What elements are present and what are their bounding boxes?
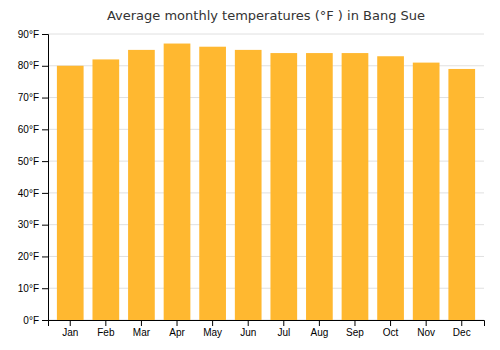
y-tick-mark xyxy=(42,129,48,130)
y-axis: 0°F 10°F 20°F 30°F 40°F 50°F 60°F 70°F 80°F 90°F xyxy=(18,29,49,326)
y-tick: 20°F xyxy=(18,251,48,262)
bar xyxy=(306,53,333,320)
x-tick-label: Jan xyxy=(62,327,78,338)
y-tick-label: 70°F xyxy=(18,92,39,103)
y-tick: 60°F xyxy=(18,124,48,135)
y-tick: 90°F xyxy=(18,29,48,40)
x-tick: Sep xyxy=(346,320,364,338)
y-tick-label: 40°F xyxy=(18,188,39,199)
x-tick-mark xyxy=(426,320,427,326)
y-tick-mark xyxy=(42,66,48,67)
x-tick: Mar xyxy=(133,320,151,338)
x-tick-label: Jul xyxy=(277,327,290,338)
x-tick: Jun xyxy=(240,320,256,338)
x-tick-label: Sep xyxy=(346,327,364,338)
bars xyxy=(57,44,475,320)
x-tick-mark xyxy=(461,320,462,326)
x-tick-label: Nov xyxy=(417,327,435,338)
y-tick-label: 10°F xyxy=(18,283,39,294)
x-tick-mark xyxy=(248,320,249,326)
x-tick: May xyxy=(203,320,222,338)
y-tick-label: 50°F xyxy=(18,156,39,167)
bar xyxy=(270,53,297,320)
x-tick: Oct xyxy=(383,320,399,338)
y-tick-mark xyxy=(42,161,48,162)
x-tick: Feb xyxy=(97,320,115,338)
x-tick: Apr xyxy=(169,320,185,338)
x-tick-mark xyxy=(177,320,178,326)
y-tick-mark xyxy=(42,256,48,257)
x-tick-mark xyxy=(319,320,320,326)
x-tick: Jan xyxy=(62,320,78,338)
x-tick-label: May xyxy=(203,327,222,338)
plot-area: 0°F 10°F 20°F 30°F 40°F 50°F 60°F 70°F 80°F 90°F J… xyxy=(18,29,485,338)
grid-line xyxy=(48,34,484,35)
y-tick-label: 0°F xyxy=(23,315,39,326)
y-axis-line xyxy=(42,35,49,321)
y-tick: 80°F xyxy=(18,60,48,71)
bar xyxy=(128,50,155,320)
chart-container: 0°F 10°F 20°F 30°F 40°F 50°F 60°F 70°F 80°F 90°F J… xyxy=(0,0,500,350)
bar xyxy=(57,66,84,320)
chart-title: Average monthly temperatures (°F ) in Ba… xyxy=(107,8,425,23)
x-tick-mark xyxy=(70,320,71,326)
y-tick: 40°F xyxy=(18,188,48,199)
y-tick-label: 90°F xyxy=(18,29,39,40)
x-tick-mark xyxy=(212,320,213,326)
grid xyxy=(48,34,484,320)
x-tick-mark xyxy=(354,320,355,326)
x-tick-label: Jun xyxy=(240,327,256,338)
x-tick-label: Mar xyxy=(133,327,151,338)
x-axis: Jan Feb Mar Apr May Jun Jul Aug Sep Oct Nov Dec xyxy=(49,320,485,338)
y-tick-label: 30°F xyxy=(18,219,39,230)
x-tick-label: Apr xyxy=(169,327,185,338)
y-tick-label: 20°F xyxy=(18,251,39,262)
bar xyxy=(377,56,404,320)
bar xyxy=(413,63,440,320)
x-tick-label: Oct xyxy=(383,327,399,338)
bar xyxy=(448,69,475,320)
y-tick-mark xyxy=(42,193,48,194)
y-tick-mark xyxy=(42,98,48,99)
x-tick: Dec xyxy=(453,320,471,338)
x-tick: Aug xyxy=(310,320,328,338)
y-tick: 50°F xyxy=(18,156,48,167)
y-tick-label: 80°F xyxy=(18,60,39,71)
bar xyxy=(164,44,191,320)
bar xyxy=(199,47,226,320)
x-tick-mark xyxy=(141,320,142,326)
y-tick-mark xyxy=(42,288,48,289)
x-tick: Jul xyxy=(277,320,290,338)
bar xyxy=(92,59,119,320)
x-tick-mark xyxy=(283,320,284,326)
y-tick: 70°F xyxy=(18,92,48,103)
x-tick-mark xyxy=(105,320,106,326)
x-tick-mark xyxy=(390,320,391,326)
x-tick-label: Dec xyxy=(453,327,471,338)
bar xyxy=(342,53,369,320)
y-tick: 0°F xyxy=(23,315,48,326)
bar xyxy=(235,50,262,320)
y-tick-mark xyxy=(42,225,48,226)
y-tick: 30°F xyxy=(18,219,48,230)
y-tick-mark xyxy=(42,34,48,35)
chart-svg: 0°F 10°F 20°F 30°F 40°F 50°F 60°F 70°F 80°F 90°F J… xyxy=(0,0,500,350)
y-tick-label: 60°F xyxy=(18,124,39,135)
x-tick-label: Feb xyxy=(97,327,115,338)
x-tick-label: Aug xyxy=(310,327,328,338)
y-tick: 10°F xyxy=(18,283,48,294)
x-axis-line xyxy=(49,321,485,327)
x-tick: Nov xyxy=(417,320,435,338)
y-tick-mark xyxy=(42,320,48,321)
